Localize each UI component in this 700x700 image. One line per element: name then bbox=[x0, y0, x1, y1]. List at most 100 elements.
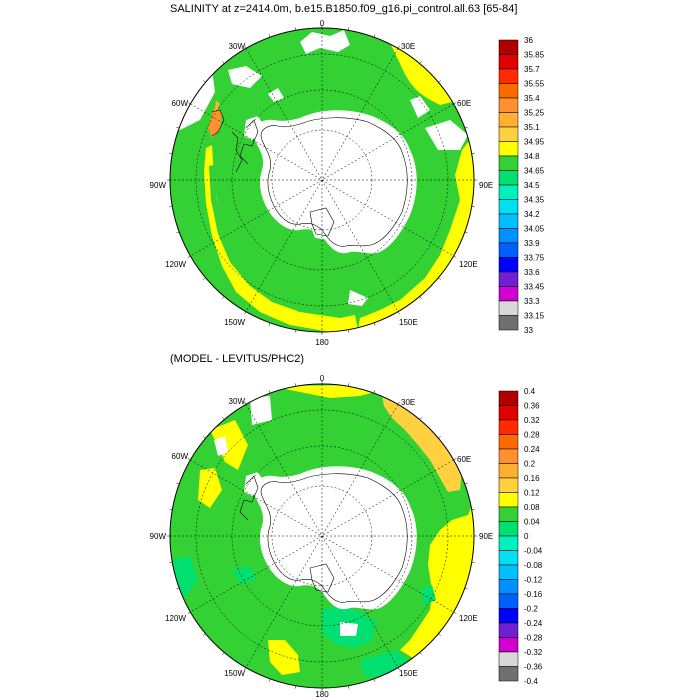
border-tick bbox=[397, 667, 400, 671]
border-tick bbox=[244, 401, 247, 405]
colorbar-label: 0.04 bbox=[524, 518, 540, 527]
colorbar-label: 0 bbox=[524, 532, 529, 541]
lon-label-60w-b: 60W bbox=[172, 452, 189, 461]
border-tick bbox=[169, 152, 173, 154]
difference-high-region bbox=[270, 384, 474, 688]
colorbar-swatch bbox=[498, 126, 519, 142]
lon-label-180: 180 bbox=[315, 338, 329, 347]
colorbar-swatch bbox=[498, 463, 519, 479]
border-tick bbox=[438, 80, 441, 83]
colorbar-swatch bbox=[498, 213, 519, 229]
lon-label-120w-b: 120W bbox=[165, 614, 186, 623]
lon-label-180-b: 180 bbox=[315, 690, 329, 699]
colorbar-label: 33 bbox=[524, 326, 533, 335]
colorbar-label: 35.25 bbox=[524, 109, 545, 118]
colorbar-swatch bbox=[498, 651, 519, 667]
border-tick bbox=[244, 667, 247, 671]
colorbar-swatch bbox=[498, 434, 519, 450]
border-tick bbox=[169, 562, 173, 564]
border-tick bbox=[294, 685, 296, 689]
lon-label-30e: 30E bbox=[401, 42, 415, 51]
border-tick bbox=[464, 231, 468, 234]
border-tick bbox=[438, 277, 441, 280]
lon-label-0: 0 bbox=[320, 19, 325, 28]
border-tick bbox=[464, 587, 468, 590]
border-tick bbox=[348, 685, 350, 689]
colorbar-swatch bbox=[498, 492, 519, 508]
border-tick bbox=[453, 611, 457, 614]
border-tick bbox=[348, 383, 350, 387]
border-tick bbox=[294, 329, 296, 333]
colorbar-label: -0.36 bbox=[524, 663, 543, 672]
border-tick bbox=[348, 27, 350, 31]
colorbar-swatch bbox=[498, 666, 519, 682]
colorbar-label: 35.7 bbox=[524, 65, 540, 74]
border-tick bbox=[464, 126, 468, 129]
colorbar-label: 0.24 bbox=[524, 445, 540, 454]
colorbar-label: 0.4 bbox=[524, 387, 536, 396]
lon-label-30w-b: 30W bbox=[229, 397, 246, 406]
border-tick bbox=[244, 311, 247, 315]
border-tick bbox=[348, 329, 350, 333]
colorbar-swatch bbox=[498, 112, 519, 128]
border-tick bbox=[187, 611, 191, 614]
border-tick bbox=[397, 401, 400, 405]
border-tick bbox=[222, 417, 225, 420]
border-tick bbox=[438, 436, 441, 439]
border-tick bbox=[471, 508, 475, 510]
border-tick bbox=[222, 296, 225, 299]
colorbar-swatch bbox=[498, 419, 519, 435]
colorbar-label: 0.08 bbox=[524, 503, 540, 512]
border-tick bbox=[471, 562, 475, 564]
colorbar-label: 33.75 bbox=[524, 254, 545, 263]
border-tick bbox=[453, 102, 457, 105]
colorbar-label: -0.24 bbox=[524, 619, 543, 628]
graticule-2 bbox=[170, 384, 474, 688]
colorbar-label: 34.5 bbox=[524, 181, 540, 190]
border-tick bbox=[397, 45, 400, 49]
colorbar-label: -0.28 bbox=[524, 634, 543, 643]
colorbar-swatch bbox=[498, 622, 519, 638]
colorbar-label: 0.28 bbox=[524, 431, 540, 440]
panel-title-salinity: SALINITY at z=2414.0m, b.e15.B1850.f09_g… bbox=[170, 3, 518, 15]
colorbar-label: 33.9 bbox=[524, 239, 540, 248]
colorbar-swatch bbox=[498, 535, 519, 551]
border-tick bbox=[453, 458, 457, 461]
colorbar-label: 34.95 bbox=[524, 138, 545, 147]
lon-label-30e-b: 30E bbox=[401, 398, 415, 407]
border-tick bbox=[373, 390, 376, 394]
border-tick bbox=[187, 458, 191, 461]
border-tick bbox=[373, 678, 376, 682]
border-tick bbox=[373, 34, 376, 38]
colorbar-label: 34.35 bbox=[524, 196, 545, 205]
colorbar-swatch bbox=[498, 448, 519, 464]
lon-label-150w-b: 150W bbox=[224, 669, 245, 678]
colorbar-label: 33.45 bbox=[524, 283, 545, 292]
colorbar-label: -0.08 bbox=[524, 561, 543, 570]
colorbar-swatch bbox=[498, 199, 519, 215]
difference-orange-patch bbox=[382, 395, 462, 492]
lon-label-120e-b: 120E bbox=[459, 614, 478, 623]
lon-label-150e-b: 150E bbox=[399, 669, 418, 678]
border-tick bbox=[203, 436, 206, 439]
colorbar-label: 35.55 bbox=[524, 80, 545, 89]
colorbar-label: -0.16 bbox=[524, 590, 543, 599]
border-tick bbox=[176, 482, 180, 485]
border-tick bbox=[294, 27, 296, 31]
lon-label-150w: 150W bbox=[224, 318, 245, 327]
antarctica-landmass bbox=[253, 110, 417, 254]
border-tick bbox=[471, 206, 475, 208]
border-tick bbox=[294, 383, 296, 387]
colorbar-label: -0.32 bbox=[524, 648, 543, 657]
panel-title-difference: (MODEL - LEVITUS/PHC2) bbox=[170, 353, 305, 365]
border-tick bbox=[203, 80, 206, 83]
colorbar-label: 33.6 bbox=[524, 268, 540, 277]
border-tick bbox=[176, 587, 180, 590]
colorbar-swatch bbox=[498, 170, 519, 186]
colorbar-difference: 0.4 0.36 0.32 0.28 0.24 0.2 0.16 0.12 0.08 0.04 0 -… bbox=[498, 387, 543, 686]
border-tick bbox=[419, 417, 422, 420]
border-tick bbox=[397, 311, 400, 315]
lon-label-120e: 120E bbox=[459, 260, 478, 269]
colorbar-swatch bbox=[498, 39, 519, 55]
